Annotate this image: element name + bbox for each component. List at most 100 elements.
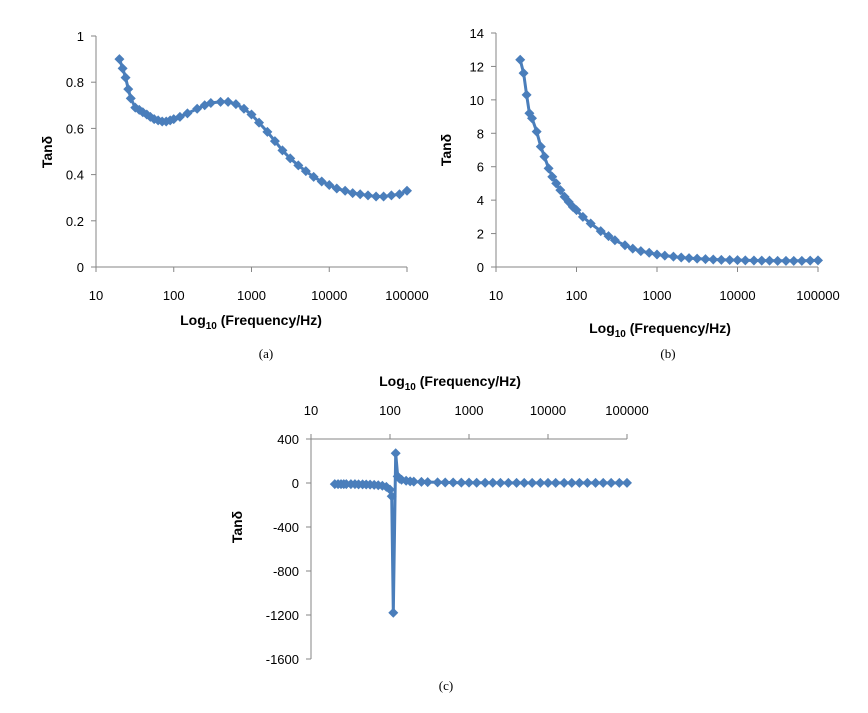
data-point (440, 477, 451, 488)
data-point (732, 255, 743, 266)
chart-panel-c: -1600 -1200 -800 -400 0 400 10 100 1000 10000 1000… (229, 373, 649, 693)
data-point (223, 96, 234, 107)
data-point (652, 249, 662, 260)
data-point (331, 183, 342, 194)
x-axis-title-subscript: 10 (615, 329, 627, 340)
x-tick-label: 100 (566, 288, 588, 303)
data-point (114, 54, 125, 65)
y-tick-label: 1 (77, 29, 84, 44)
x-tick-label: 100000 (605, 403, 648, 418)
panel-label: (a) (259, 346, 273, 361)
data-point (300, 166, 311, 177)
data-point (614, 477, 625, 488)
data-point (577, 211, 588, 222)
data-point (117, 63, 128, 74)
y-tick-label: 4 (477, 193, 484, 208)
data-point (464, 477, 474, 488)
data-point (547, 171, 558, 182)
data-point (559, 477, 570, 488)
series-line (518, 59, 819, 263)
y-tick-label: -1600 (266, 652, 299, 667)
data-point (716, 254, 727, 265)
data-point (543, 163, 554, 174)
y-tick-label: 400 (277, 432, 299, 447)
y-tick-label: 0 (292, 476, 299, 491)
data-point (590, 477, 601, 488)
data-point (796, 255, 807, 266)
data-point (535, 141, 546, 152)
x-axis-title-rest: (Frequency/Hz) (217, 312, 322, 328)
data-point (627, 243, 638, 254)
data-point (531, 126, 542, 137)
data-point (519, 477, 530, 488)
data-point (574, 477, 585, 488)
data-point (772, 255, 783, 266)
series-line (117, 58, 408, 198)
data-point (293, 160, 304, 171)
data-point (644, 247, 655, 258)
x-tick-label: 10000 (311, 288, 347, 303)
data-point (422, 477, 433, 488)
x-tick-label: 1000 (643, 288, 672, 303)
data-point (582, 477, 593, 488)
data-point (262, 126, 273, 137)
data-point (277, 145, 288, 156)
data-point (676, 252, 687, 263)
data-point (511, 477, 522, 488)
x-axis-title: Log10 (Frequency/Hz) (180, 312, 322, 332)
x-tick-label: 1000 (455, 403, 484, 418)
data-point (324, 179, 335, 190)
x-tick-label: 1000 (237, 288, 266, 303)
data-point (386, 190, 397, 201)
data-point (622, 477, 632, 488)
y-tick-label: 12 (470, 59, 484, 74)
y-tick-label: 0 (77, 260, 84, 275)
data-point (416, 476, 427, 487)
data-point (215, 96, 226, 107)
data-point (448, 477, 459, 488)
data-point (480, 477, 491, 488)
x-tick-label: 100000 (796, 288, 839, 303)
data-point (308, 171, 319, 182)
data-point (246, 109, 257, 120)
data-point (515, 54, 526, 65)
data-point (708, 254, 719, 265)
data-point (285, 153, 296, 164)
x-axis-title: Log10 (Frequency/Hz) (589, 320, 731, 340)
data-point (386, 491, 397, 502)
data-point (700, 254, 711, 265)
data-point (390, 448, 401, 459)
y-tick-label: 0.4 (66, 168, 84, 183)
data-point (571, 205, 582, 216)
data-point (756, 255, 767, 266)
x-axis-title-subscript: 10 (405, 382, 417, 393)
data-point (518, 68, 529, 79)
data-point (254, 117, 265, 128)
data-point (192, 103, 203, 114)
data-point (182, 108, 193, 119)
x-tick-label: 10000 (530, 403, 566, 418)
y-axis-title: Tanδ (438, 134, 454, 166)
series-line (334, 451, 627, 615)
y-tick-label: 0.2 (66, 214, 84, 229)
x-tick-label: 100 (379, 403, 401, 418)
data-point (503, 477, 514, 488)
data-point (205, 97, 216, 108)
data-point (456, 477, 467, 488)
data-point (635, 246, 646, 257)
data-point (692, 253, 703, 264)
data-point (764, 255, 775, 266)
x-tick-label: 10 (89, 288, 103, 303)
panel-label: (c) (439, 678, 453, 693)
data-point (566, 477, 577, 488)
data-point (378, 191, 389, 202)
data-point (402, 185, 412, 196)
data-point (619, 240, 630, 251)
y-tick-label: -400 (273, 520, 299, 535)
data-point (487, 477, 498, 488)
data-point (550, 477, 561, 488)
chart-panel-a: 0 0.2 0.4 0.6 0.8 1 10 100 1000 10000 100000 Log10 … (39, 29, 429, 361)
data-point (316, 176, 327, 187)
